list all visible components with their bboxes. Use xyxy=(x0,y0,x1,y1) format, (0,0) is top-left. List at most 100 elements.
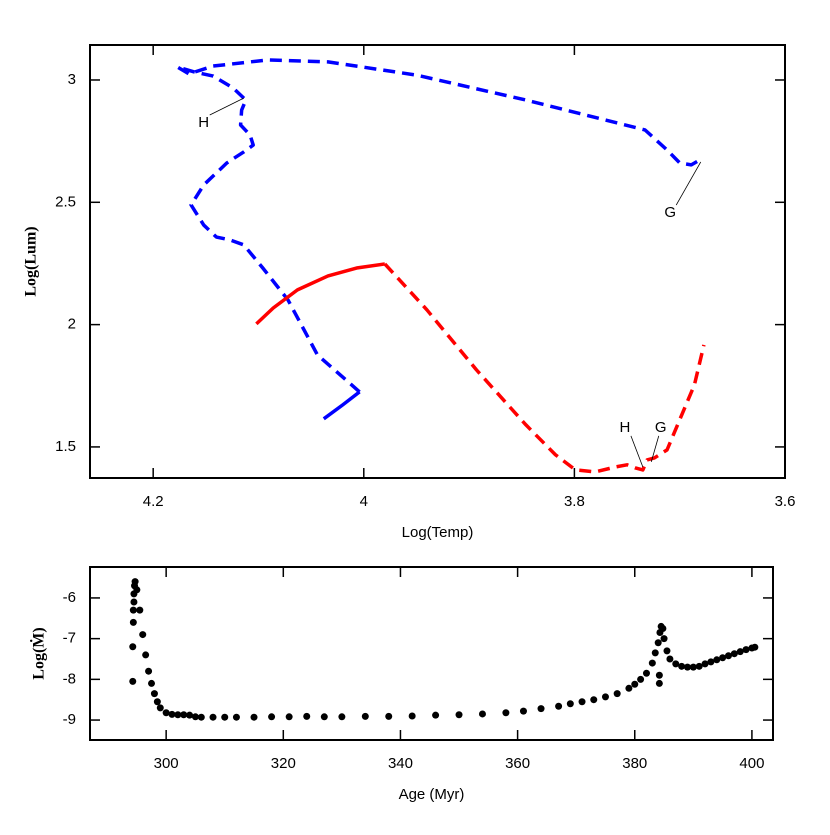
data-point xyxy=(174,711,182,719)
data-point xyxy=(707,658,715,666)
x-tick-label: 4.2 xyxy=(143,493,164,510)
data-point xyxy=(303,712,311,720)
data-point xyxy=(642,669,650,677)
data-point xyxy=(660,635,668,643)
data-point xyxy=(613,690,621,698)
data-point xyxy=(724,652,732,660)
data-point xyxy=(191,713,199,721)
y-tick-label: 3 xyxy=(68,71,76,88)
data-point xyxy=(555,702,563,710)
data-point xyxy=(478,710,486,718)
x-axis-label: Age (Myr) xyxy=(399,786,465,803)
x-tick-label: 320 xyxy=(271,755,296,772)
track-line xyxy=(322,390,361,421)
annotation-line xyxy=(675,161,702,206)
plot-frame xyxy=(89,44,786,479)
y-tick-label: -6 xyxy=(63,589,76,606)
data-point xyxy=(129,677,137,685)
annotation-line xyxy=(650,435,660,462)
data-point xyxy=(654,639,662,647)
x-tick-label: 300 xyxy=(154,755,179,772)
data-point xyxy=(648,659,656,667)
y-tick-label: 2 xyxy=(68,316,76,333)
data-point xyxy=(129,643,137,651)
data-point xyxy=(361,712,369,720)
x-tick-label: 3.8 xyxy=(564,493,585,510)
y-tick-label: -7 xyxy=(63,630,76,647)
data-point xyxy=(285,713,293,721)
y-tick-label: 2.5 xyxy=(55,193,76,210)
data-point xyxy=(268,713,276,721)
x-tick-label: 3.6 xyxy=(775,493,796,510)
data-point xyxy=(156,704,164,712)
data-point xyxy=(455,711,463,719)
data-point xyxy=(250,713,258,721)
data-point xyxy=(320,713,328,721)
data-point xyxy=(742,646,750,654)
track-line xyxy=(383,262,706,474)
data-point xyxy=(659,624,667,632)
data-point xyxy=(625,684,633,692)
data-point xyxy=(162,709,170,717)
data-point xyxy=(153,698,161,706)
y-tick-label: -8 xyxy=(63,670,76,687)
data-point xyxy=(232,713,240,721)
data-point xyxy=(701,660,709,668)
data-point xyxy=(683,663,691,671)
data-point xyxy=(751,643,759,651)
data-point xyxy=(186,711,194,719)
data-point xyxy=(133,586,141,594)
data-point xyxy=(385,712,393,720)
data-point xyxy=(736,648,744,656)
y-tick-label: 1.5 xyxy=(55,438,76,455)
data-point xyxy=(666,655,674,663)
data-point xyxy=(678,662,686,670)
data-point xyxy=(695,662,703,670)
data-point xyxy=(209,713,217,721)
data-point xyxy=(145,667,153,675)
data-point xyxy=(197,713,205,721)
plot-frame xyxy=(89,566,774,741)
data-point xyxy=(180,711,188,719)
data-point xyxy=(537,705,545,713)
x-tick-label: 400 xyxy=(739,755,764,772)
data-point xyxy=(129,618,137,626)
x-tick-label: 360 xyxy=(505,755,530,772)
y-axis-label: Log(Ṁ) xyxy=(29,627,48,679)
data-point xyxy=(719,654,727,662)
data-point xyxy=(338,713,346,721)
x-tick-label: 340 xyxy=(388,755,413,772)
data-point xyxy=(221,713,229,721)
data-point xyxy=(578,698,586,706)
data-point xyxy=(408,712,416,720)
y-tick-label: -9 xyxy=(63,711,76,728)
track-line xyxy=(175,58,701,394)
data-point xyxy=(713,656,721,664)
annotation-label: G xyxy=(664,204,676,221)
data-point xyxy=(689,663,697,671)
data-point xyxy=(663,647,671,655)
data-point xyxy=(150,690,158,698)
data-point xyxy=(672,660,680,668)
data-point xyxy=(651,649,659,657)
data-point xyxy=(730,650,738,658)
data-point xyxy=(601,693,609,701)
annotation-line xyxy=(209,97,244,116)
data-point xyxy=(129,606,137,614)
data-point xyxy=(131,578,139,586)
data-point xyxy=(502,709,510,717)
data-point xyxy=(139,631,147,639)
data-point xyxy=(142,651,150,659)
x-tick-label: 380 xyxy=(622,755,647,772)
data-point xyxy=(590,696,598,704)
annotation-line xyxy=(630,435,644,468)
data-point xyxy=(566,700,574,708)
data-point xyxy=(637,675,645,683)
track-line xyxy=(255,262,386,326)
data-point xyxy=(655,671,663,679)
data-point xyxy=(130,598,138,606)
data-point xyxy=(148,679,156,687)
data-point xyxy=(136,606,144,614)
x-axis-label: Log(Temp) xyxy=(402,524,474,541)
